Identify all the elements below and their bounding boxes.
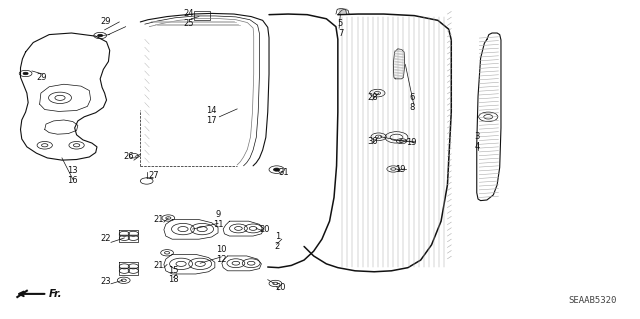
- Text: 3
4: 3 4: [474, 132, 479, 151]
- Circle shape: [273, 168, 280, 171]
- Text: 19: 19: [406, 137, 417, 147]
- Text: 22: 22: [100, 234, 111, 243]
- Text: 21: 21: [154, 261, 164, 270]
- Text: 15
18: 15 18: [168, 266, 179, 284]
- Text: 14
17: 14 17: [206, 106, 217, 125]
- Text: 31: 31: [278, 168, 289, 177]
- Text: 30: 30: [368, 137, 378, 146]
- Text: 29: 29: [36, 73, 47, 82]
- Text: 28: 28: [368, 93, 378, 102]
- Circle shape: [23, 72, 28, 75]
- Text: 6
8: 6 8: [409, 93, 415, 112]
- Text: 21: 21: [154, 215, 164, 224]
- Text: 5
7: 5 7: [338, 19, 343, 38]
- Text: 13
16: 13 16: [67, 166, 78, 185]
- Text: Fr.: Fr.: [49, 289, 63, 299]
- Text: SEAAB5320: SEAAB5320: [568, 296, 616, 305]
- Text: 10
12: 10 12: [216, 245, 227, 264]
- Text: 1
2: 1 2: [275, 232, 280, 251]
- Text: 9
11: 9 11: [212, 210, 223, 229]
- Circle shape: [98, 34, 102, 37]
- Text: 29: 29: [100, 18, 111, 26]
- Text: 26: 26: [124, 152, 134, 161]
- Text: 23: 23: [100, 277, 111, 286]
- Text: 24
25: 24 25: [183, 10, 194, 28]
- Text: 27: 27: [148, 171, 159, 181]
- Text: 20: 20: [275, 283, 286, 292]
- Text: 20: 20: [259, 225, 270, 234]
- Text: 19: 19: [395, 165, 406, 174]
